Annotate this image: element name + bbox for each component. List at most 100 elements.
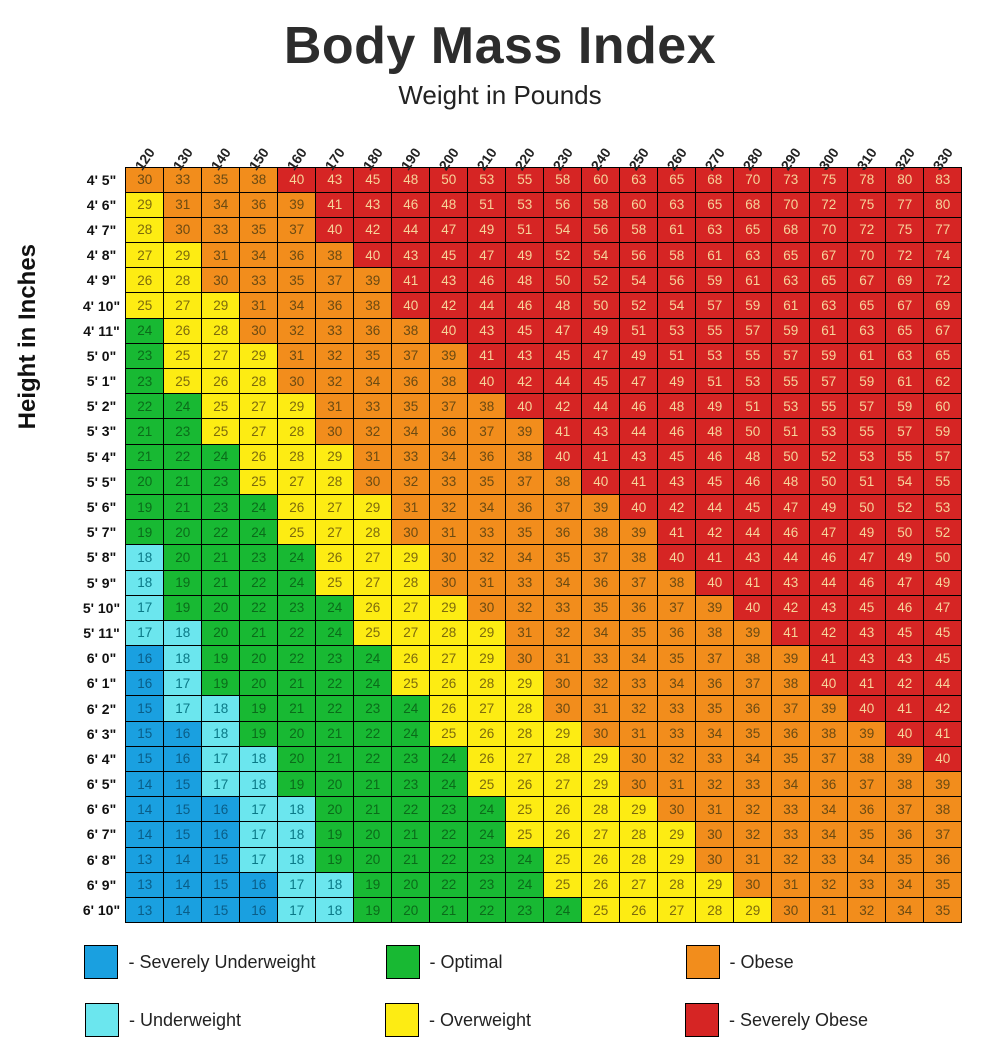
- bmi-cell: 14: [126, 822, 164, 847]
- bmi-cell: 30: [696, 847, 734, 872]
- bmi-cell: 36: [848, 797, 886, 822]
- bmi-cell: 49: [620, 343, 658, 368]
- bmi-cell: 49: [810, 494, 848, 519]
- bmi-cell: 30: [354, 469, 392, 494]
- bmi-cell: 28: [126, 217, 164, 242]
- bmi-cell: 33: [772, 797, 810, 822]
- bmi-cell: 15: [126, 721, 164, 746]
- bmi-cell: 18: [278, 847, 316, 872]
- bmi-cell: 50: [582, 293, 620, 318]
- bmi-cell: 19: [354, 897, 392, 922]
- bmi-cell: 38: [658, 570, 696, 595]
- bmi-cell: 31: [240, 293, 278, 318]
- bmi-cell: 29: [734, 897, 772, 922]
- bmi-cell: 44: [924, 671, 962, 696]
- bmi-cell: 35: [734, 721, 772, 746]
- bmi-cell: 29: [278, 394, 316, 419]
- bmi-cell: 30: [620, 746, 658, 771]
- bmi-cell: 28: [544, 746, 582, 771]
- bmi-cell: 40: [620, 494, 658, 519]
- bmi-cell: 29: [392, 545, 430, 570]
- bmi-cell: 32: [354, 419, 392, 444]
- bmi-cell: 23: [126, 343, 164, 368]
- bmi-cell: 40: [658, 545, 696, 570]
- bmi-cell: 20: [316, 772, 354, 797]
- bmi-cell: 26: [544, 822, 582, 847]
- bmi-cell: 28: [430, 620, 468, 645]
- bmi-cell: 51: [734, 394, 772, 419]
- bmi-cell: 27: [544, 772, 582, 797]
- bmi-cell: 44: [772, 545, 810, 570]
- bmi-cell: 35: [772, 746, 810, 771]
- bmi-cell: 27: [468, 696, 506, 721]
- bmi-cell: 21: [278, 696, 316, 721]
- bmi-cell: 28: [658, 872, 696, 897]
- bmi-cell: 44: [468, 293, 506, 318]
- bmi-cell: 28: [354, 520, 392, 545]
- bmi-cell: 50: [772, 444, 810, 469]
- table-row: 5' 10"1719202223242627293032333536373940…: [78, 595, 962, 620]
- bmi-cell: 35: [354, 343, 392, 368]
- bmi-cell: 14: [126, 797, 164, 822]
- bmi-cell: 34: [658, 671, 696, 696]
- bmi-cell: 43: [886, 646, 924, 671]
- bmi-cell: 44: [810, 570, 848, 595]
- bmi-cell: 48: [506, 268, 544, 293]
- height-header: 5' 5": [78, 469, 126, 494]
- bmi-cell: 34: [886, 872, 924, 897]
- bmi-cell: 54: [620, 268, 658, 293]
- bmi-cell: 26: [582, 872, 620, 897]
- bmi-cell: 32: [848, 897, 886, 922]
- bmi-cell: 29: [126, 192, 164, 217]
- bmi-cell: 16: [164, 721, 202, 746]
- bmi-cell: 63: [734, 243, 772, 268]
- bmi-cell: 41: [658, 520, 696, 545]
- bmi-cell: 51: [772, 419, 810, 444]
- bmi-cell: 47: [620, 369, 658, 394]
- bmi-cell: 35: [392, 394, 430, 419]
- bmi-cell: 26: [278, 494, 316, 519]
- bmi-cell: 41: [316, 192, 354, 217]
- bmi-cell: 35: [240, 217, 278, 242]
- bmi-cell: 48: [430, 192, 468, 217]
- bmi-cell: 27: [582, 822, 620, 847]
- bmi-cell: 26: [468, 746, 506, 771]
- bmi-cell: 46: [696, 444, 734, 469]
- bmi-cell: 34: [278, 293, 316, 318]
- bmi-cell: 72: [810, 192, 848, 217]
- bmi-cell: 37: [316, 268, 354, 293]
- bmi-cell: 55: [848, 419, 886, 444]
- bmi-cell: 44: [620, 419, 658, 444]
- bmi-cell: 29: [658, 847, 696, 872]
- bmi-cell: 13: [126, 897, 164, 922]
- bmi-cell: 29: [582, 772, 620, 797]
- bmi-cell: 17: [278, 872, 316, 897]
- legend-item-severely_obese: - Severely Obese: [685, 1003, 915, 1037]
- bmi-cell: 25: [202, 419, 240, 444]
- bmi-cell: 44: [544, 369, 582, 394]
- bmi-cell: 36: [278, 243, 316, 268]
- bmi-cell: 31: [544, 646, 582, 671]
- bmi-cell: 17: [278, 897, 316, 922]
- bmi-cell: 30: [696, 822, 734, 847]
- weight-header: 270: [696, 121, 734, 167]
- bmi-cell: 61: [848, 343, 886, 368]
- bmi-cell: 34: [582, 620, 620, 645]
- bmi-cell: 38: [506, 444, 544, 469]
- bmi-cell: 41: [696, 545, 734, 570]
- table-row: 6' 8"13141517181920212223242526282930313…: [78, 847, 962, 872]
- legend-label: - Obese: [730, 952, 794, 973]
- bmi-cell: 27: [126, 243, 164, 268]
- legend-item-severely_underweight: - Severely Underweight: [84, 945, 315, 979]
- bmi-cell: 45: [582, 369, 620, 394]
- bmi-cell: 28: [278, 444, 316, 469]
- bmi-cell: 38: [544, 469, 582, 494]
- table-row: 5' 2"22242527293133353738404244464849515…: [78, 394, 962, 419]
- bmi-cell: 35: [924, 897, 962, 922]
- bmi-cell: 31: [734, 847, 772, 872]
- bmi-cell: 39: [810, 696, 848, 721]
- table-row: 4' 8"27293134363840434547495254565861636…: [78, 243, 962, 268]
- bmi-cell: 51: [658, 343, 696, 368]
- bmi-cell: 20: [164, 545, 202, 570]
- bmi-cell: 33: [354, 394, 392, 419]
